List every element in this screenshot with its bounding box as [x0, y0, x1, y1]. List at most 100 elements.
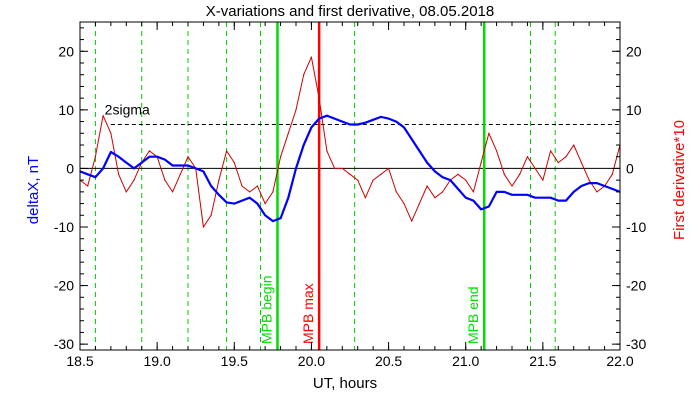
y-left-tick-label: 20: [58, 43, 74, 59]
series-0-point: [318, 118, 320, 120]
series-0-point: [426, 161, 428, 164]
x-tick-label: 18.5: [66, 353, 93, 369]
series-1-point: [110, 132, 112, 134]
plot-frame: [79, 21, 621, 351]
y-right-tick-label: -30: [626, 336, 646, 352]
series-1-point: [457, 173, 459, 175]
series-0-point: [117, 156, 120, 158]
series-1-point: [488, 132, 490, 134]
series-1-point: [434, 197, 436, 199]
series-0-point: [573, 191, 575, 193]
series-0-point: [202, 170, 205, 172]
series-0-point: [580, 185, 583, 187]
series-1-point: [480, 161, 482, 164]
series-1-point: [364, 197, 367, 199]
series-1-point: [426, 185, 428, 187]
series-0-point: [372, 119, 374, 121]
series-0-point: [403, 126, 405, 129]
y-axis-right-label: First derivative*10: [671, 120, 688, 240]
series-0-point: [141, 161, 143, 164]
series-1-point: [611, 173, 613, 175]
x-tick-label: 20.5: [375, 353, 402, 369]
x-tick-label: 19.0: [144, 353, 171, 369]
series-0-point: [549, 197, 552, 199]
series-0-point: [349, 123, 351, 126]
series-0-point: [465, 197, 467, 199]
series-1-point: [87, 185, 89, 187]
y-right-tick-label: 10: [626, 102, 642, 118]
series-0-point: [472, 200, 475, 202]
series-0-point: [557, 200, 559, 202]
series-1-point: [225, 150, 228, 152]
x-tick-label: 19.5: [221, 353, 248, 369]
series-1-point: [526, 156, 529, 158]
series-1-point: [249, 191, 251, 193]
series-0-point: [441, 176, 444, 178]
y-axis-left-label: deltaX, nT: [25, 156, 42, 224]
series-0-point: [148, 156, 151, 158]
series-1-point: [187, 156, 189, 158]
series-1-point: [295, 109, 297, 111]
series-0-point: [418, 150, 421, 152]
series-1-point: [357, 179, 359, 181]
series-0-point: [94, 176, 97, 178]
series-1-point: [380, 173, 382, 175]
series-1-point: [588, 179, 590, 181]
series-1-point: [202, 226, 205, 228]
series-1-point: [372, 179, 374, 181]
series-0-point: [542, 197, 544, 199]
series-1-point: [411, 220, 413, 222]
series-0-point: [210, 185, 212, 187]
series-1-point: [573, 144, 575, 146]
series-0-point: [341, 120, 343, 123]
series-0-point: [434, 170, 436, 172]
series-1-point: [503, 173, 505, 175]
event-label-1: MPB max: [300, 283, 316, 344]
series-0-point: [357, 123, 359, 126]
series-0-point: [503, 191, 505, 193]
event-label-2: MPB end: [465, 286, 481, 344]
series-1-point: [256, 185, 259, 187]
series-0-point: [264, 214, 266, 216]
y-right-tick-label: -20: [626, 278, 646, 294]
series-1-point: [179, 173, 181, 175]
series-1-point: [549, 150, 552, 152]
series-0-point: [156, 156, 158, 158]
series-0-point: [310, 126, 313, 129]
series-0-point: [526, 194, 529, 196]
series-0-point: [110, 151, 112, 153]
x-tick-label: 21.5: [529, 353, 556, 369]
series-0-point: [233, 202, 235, 205]
series-0-point: [133, 167, 135, 170]
series-0-point: [179, 164, 181, 167]
series-1-point: [542, 179, 544, 181]
series-0-point: [272, 220, 274, 222]
series-1-point: [272, 191, 274, 193]
plot-area: 2sigma MPB begin MPB max MPB end 18.5 19.0 19.…: [54, 21, 646, 369]
series-1-point: [94, 156, 97, 158]
series-0-point: [249, 197, 251, 199]
series-0-point: [611, 188, 613, 190]
series-1-point: [511, 185, 513, 187]
series-1-point: [125, 191, 127, 193]
series-1-point: [303, 74, 305, 76]
series-0-point: [279, 217, 282, 219]
series-1-point: [279, 156, 282, 158]
series-1-point: [465, 179, 467, 181]
series-1-point: [102, 115, 104, 117]
series-0-point: [218, 194, 220, 196]
series-1-point: [519, 173, 521, 175]
y-right-tick-label: -10: [626, 219, 646, 235]
series-0-point: [511, 194, 513, 196]
series-1-point: [310, 56, 313, 58]
series-1-point: [318, 97, 320, 99]
series-1-point: [534, 167, 536, 170]
series-0-point: [395, 120, 397, 123]
series-1-point: [495, 150, 498, 152]
series-1-point: [164, 179, 166, 181]
series-0-point: [596, 182, 598, 184]
series-0-point: [303, 144, 305, 146]
y-left-tick-label: -30: [54, 336, 74, 352]
series-1-point: [596, 191, 598, 193]
series-0-point: [187, 164, 189, 167]
